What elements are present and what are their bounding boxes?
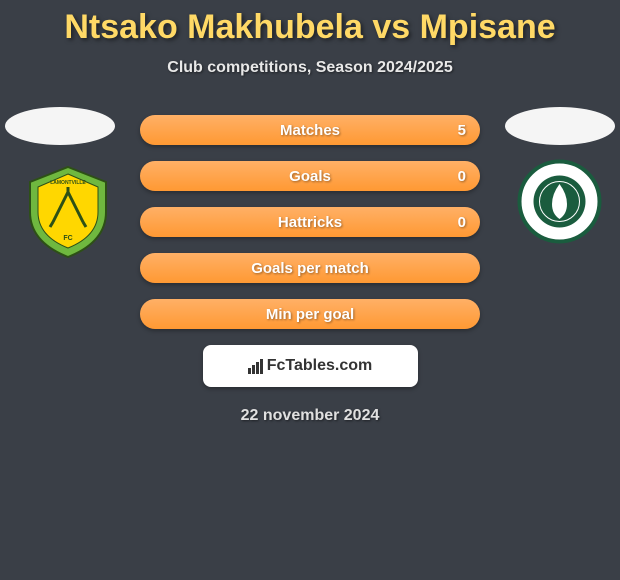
page-title: Ntsako Makhubela vs Mpisane xyxy=(0,0,620,47)
stat-row-goals: Goals 0 xyxy=(140,161,480,191)
stat-row-min-per-goal: Min per goal xyxy=(140,299,480,329)
stat-value-right: 5 xyxy=(458,122,466,139)
player-photo-left xyxy=(5,107,115,145)
stat-value-right: 0 xyxy=(458,214,466,231)
stat-label: Goals per match xyxy=(251,260,369,277)
stat-label: Goals xyxy=(289,168,331,185)
club-badge-right: BLOEMFONTEIN xyxy=(517,159,602,244)
stat-row-matches: Matches 5 xyxy=(140,115,480,145)
stat-row-goals-per-match: Goals per match xyxy=(140,253,480,283)
stat-value-right: 0 xyxy=(458,168,466,185)
comparison-area: LAMONTVILLE FC BLOEMFONTEIN Matches 5 Go… xyxy=(0,107,620,329)
club-badge-left: LAMONTVILLE FC xyxy=(18,162,118,262)
brand-box[interactable]: FcTables.com xyxy=(203,345,418,387)
stats-list: Matches 5 Goals 0 Hattricks 0 Goals per … xyxy=(140,107,480,329)
stat-label: Matches xyxy=(280,122,340,139)
bar-chart-icon xyxy=(248,359,263,374)
brand-text: FcTables.com xyxy=(267,357,373,375)
stat-label: Hattricks xyxy=(278,214,342,231)
player-photo-right xyxy=(505,107,615,145)
svg-text:FC: FC xyxy=(63,235,72,242)
stat-label: Min per goal xyxy=(266,306,354,323)
date-text: 22 november 2024 xyxy=(0,407,620,425)
stat-row-hattricks: Hattricks 0 xyxy=(140,207,480,237)
subtitle: Club competitions, Season 2024/2025 xyxy=(0,59,620,77)
svg-text:LAMONTVILLE: LAMONTVILLE xyxy=(50,180,86,186)
